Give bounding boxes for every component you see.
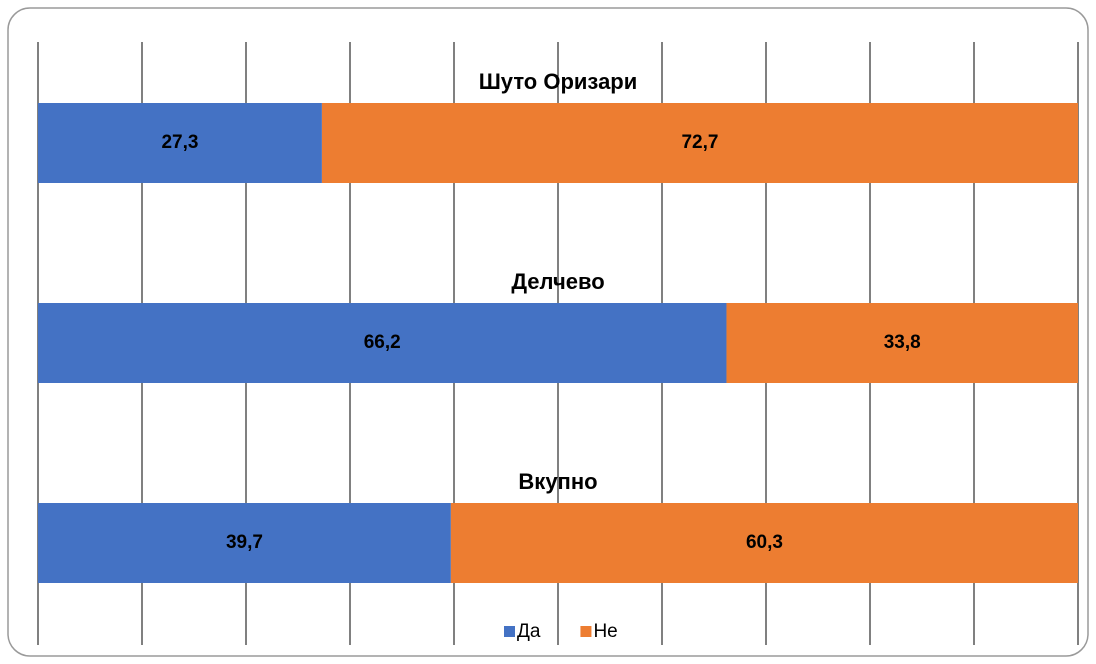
legend-label: Да (517, 621, 541, 642)
bar-segment (38, 503, 451, 583)
data-label: 72,7 (681, 132, 718, 153)
data-label: 60,3 (746, 532, 783, 553)
bar-segment (38, 303, 727, 383)
bar-segment (726, 303, 1078, 383)
legend-label: Не (593, 621, 617, 642)
legend-swatch (504, 626, 515, 637)
data-label: 27,3 (161, 132, 198, 153)
category-label: Делчево (511, 269, 604, 294)
data-label: 66,2 (364, 332, 401, 353)
legend-swatch (580, 626, 592, 637)
bar-segment (450, 503, 1078, 583)
data-label: 33,8 (884, 332, 921, 353)
category-label: Шуто Оризари (479, 69, 638, 94)
data-label: 39,7 (226, 532, 263, 553)
category-label: Вкупно (518, 469, 597, 494)
bar-segment (38, 103, 322, 183)
bar-segment (321, 103, 1078, 183)
